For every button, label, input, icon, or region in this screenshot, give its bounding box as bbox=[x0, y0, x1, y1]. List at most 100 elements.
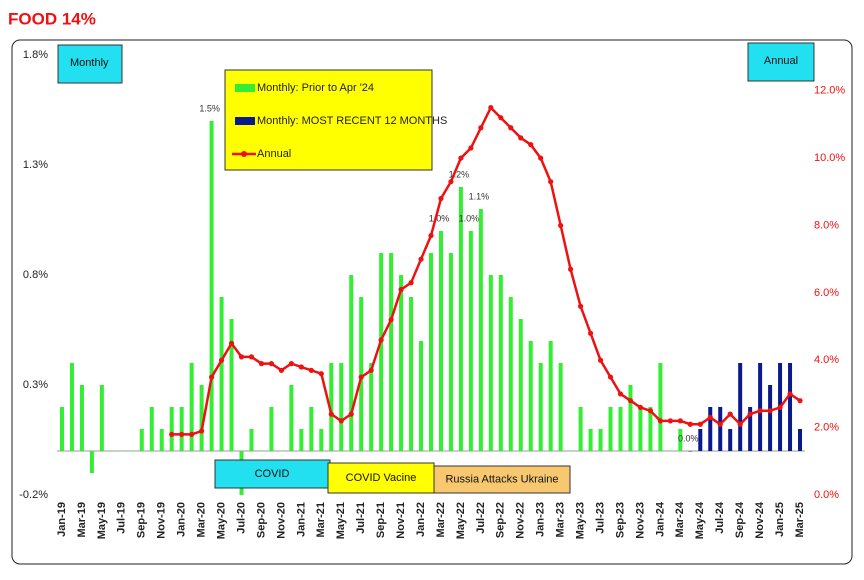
data-label: 1.0% bbox=[429, 213, 450, 223]
annual-point bbox=[338, 418, 344, 424]
bar bbox=[349, 275, 354, 451]
bar bbox=[399, 275, 404, 451]
x-tick-label: Jan-23 bbox=[535, 502, 547, 537]
annotation-box bbox=[747, 42, 815, 82]
legend-box bbox=[224, 69, 433, 171]
x-tick-label: Mar-25 bbox=[794, 502, 806, 537]
annual-point bbox=[657, 418, 663, 424]
annual-point bbox=[368, 367, 374, 373]
annual-point bbox=[358, 374, 364, 380]
y2-tick-label: 4.0% bbox=[814, 354, 839, 366]
x-tick-label: May-23 bbox=[575, 502, 587, 539]
x-tick-label: Mar-20 bbox=[196, 502, 208, 537]
annual-point bbox=[189, 431, 195, 437]
x-tick-label: Jan-21 bbox=[295, 502, 307, 537]
annual-point bbox=[627, 398, 634, 404]
x-tick-label: Nov-20 bbox=[275, 502, 287, 539]
annual-point bbox=[707, 414, 713, 421]
bar bbox=[259, 451, 264, 452]
x-tick-label: Sep-24 bbox=[734, 501, 746, 538]
bar bbox=[299, 429, 304, 451]
bar bbox=[648, 407, 653, 451]
x-tick-label: May-21 bbox=[335, 502, 347, 539]
annual-point bbox=[508, 125, 514, 131]
x-tick-label: Mar-24 bbox=[674, 501, 686, 537]
annual-point bbox=[687, 421, 693, 427]
x-tick-label: Jul-21 bbox=[355, 502, 367, 534]
annotation: COVID bbox=[255, 468, 290, 480]
x-tick-label: Jul-24 bbox=[714, 501, 726, 534]
bar bbox=[359, 297, 364, 451]
bar bbox=[139, 429, 144, 451]
annual-point bbox=[248, 354, 255, 360]
annotation-box bbox=[214, 459, 331, 489]
x-tick-label: Sep-20 bbox=[255, 502, 267, 538]
data-label: 1.1% bbox=[469, 191, 490, 201]
bar bbox=[129, 451, 134, 452]
annual-point bbox=[258, 361, 265, 367]
bar bbox=[608, 407, 613, 451]
y-tick-label: 0.3% bbox=[23, 379, 48, 391]
bar bbox=[79, 385, 84, 451]
bar bbox=[638, 407, 643, 451]
bar bbox=[658, 363, 663, 451]
annual-point bbox=[677, 418, 683, 424]
annual-point bbox=[617, 391, 624, 397]
annual-point bbox=[318, 371, 324, 377]
data-label: 1.0% bbox=[459, 213, 480, 223]
annual-point bbox=[777, 404, 783, 411]
annual-point bbox=[308, 367, 314, 373]
x-tick-label: Jan-24 bbox=[654, 501, 666, 537]
x-tick-label: May-20 bbox=[215, 502, 227, 539]
annual-point bbox=[228, 340, 235, 346]
bar bbox=[768, 385, 773, 451]
bar bbox=[119, 451, 124, 452]
y2-tick-label: 8.0% bbox=[814, 219, 839, 231]
legend-dot bbox=[241, 151, 247, 157]
bar bbox=[618, 407, 623, 451]
bar bbox=[668, 451, 673, 452]
y2-tick-label: 2.0% bbox=[814, 422, 839, 434]
annual-point bbox=[418, 256, 424, 262]
annual-point bbox=[727, 411, 733, 417]
annual-point bbox=[169, 431, 175, 437]
x-tick-label: Mar-23 bbox=[555, 502, 567, 537]
bar bbox=[99, 385, 104, 451]
bar bbox=[309, 407, 314, 451]
annual-point bbox=[488, 104, 494, 111]
bar bbox=[229, 319, 234, 451]
annual-point bbox=[298, 364, 304, 370]
x-tick-label: Sep-19 bbox=[136, 502, 148, 538]
x-tick-label: Nov-23 bbox=[634, 502, 646, 539]
y-tick-label: -0.2% bbox=[19, 489, 48, 501]
bar bbox=[528, 341, 533, 451]
x-tick-label: Jul-20 bbox=[235, 502, 247, 534]
annual-point bbox=[757, 408, 763, 414]
annual-point bbox=[717, 421, 723, 427]
bar bbox=[488, 275, 493, 451]
annual-point bbox=[378, 337, 384, 343]
bar bbox=[429, 253, 433, 451]
annual-point bbox=[448, 179, 454, 185]
bar bbox=[209, 121, 214, 451]
data-label: 1.5% bbox=[199, 103, 220, 113]
y-tick-label: 1.8% bbox=[23, 49, 48, 61]
x-tick-label: Mar-22 bbox=[435, 502, 447, 537]
y2-tick-label: 10.0% bbox=[814, 152, 845, 164]
annual-point bbox=[518, 135, 524, 141]
bar bbox=[219, 297, 224, 451]
bar bbox=[698, 429, 703, 451]
x-tick-label: Jan-20 bbox=[176, 502, 188, 537]
x-tick-label: Sep-22 bbox=[495, 502, 507, 538]
x-tick-label: Jul-19 bbox=[116, 502, 128, 534]
x-tick-label: Nov-24 bbox=[754, 501, 766, 539]
legend-swatch bbox=[235, 117, 255, 125]
x-tick-label: Jan-19 bbox=[56, 502, 68, 537]
annual-point bbox=[438, 195, 444, 202]
x-tick-label: Nov-22 bbox=[515, 502, 527, 539]
bar bbox=[508, 297, 513, 451]
bar bbox=[59, 407, 64, 451]
annual-point bbox=[468, 145, 474, 151]
y2-tick-label: 6.0% bbox=[814, 287, 839, 299]
bar bbox=[169, 407, 174, 451]
